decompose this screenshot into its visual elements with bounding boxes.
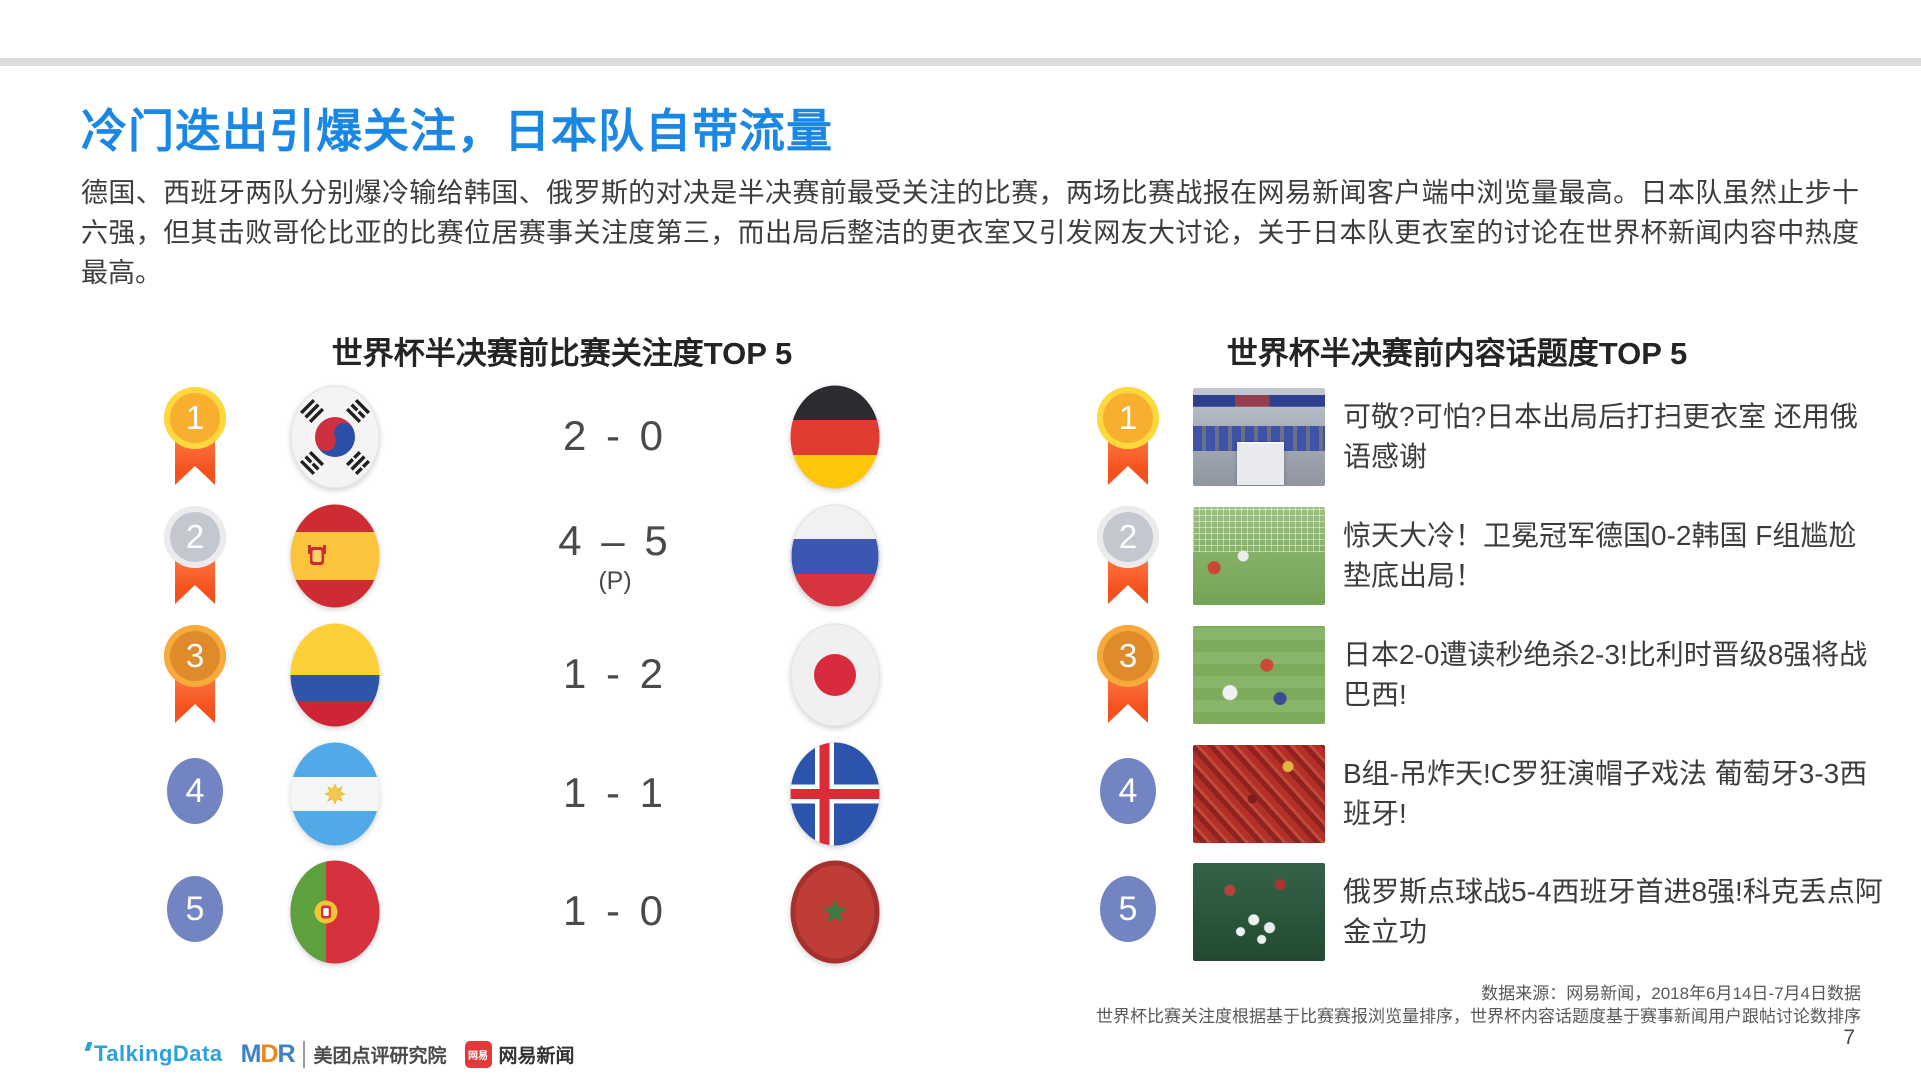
medal-coin-icon: 5 [167,876,223,942]
flag-germany-icon [790,385,880,489]
rank-badge: 4 [158,744,232,860]
page-number: 7 [1843,1026,1855,1049]
medal-coin-icon: 3 [164,625,226,687]
rank-badge: 5 [1091,862,1165,978]
page-gap-divider [0,58,1921,66]
rank-number: 2 [185,518,205,555]
news-thumbnail-goal-upset [1193,507,1325,605]
flag-south-korea-icon [290,385,380,489]
page-title: 冷门迭出引爆关注，日本队自带流量 [81,104,833,157]
score-value: 1 - 0 [562,887,668,934]
rank-badge: 3 [1091,625,1165,741]
medal-coin-icon: 2 [164,506,226,568]
medal-coin-icon: 4 [1100,758,1156,824]
rank-number: 1 [1118,399,1138,436]
rank-badge: 4 [1091,744,1165,860]
score-value: 1 - 1 [562,769,668,816]
rank-badge: 5 [158,862,232,978]
flag-morocco-icon [790,860,880,964]
score-value: 1 - 2 [562,650,668,697]
talkingdata-logo: TalkingData [84,1041,223,1067]
flag-spain-icon [290,504,380,608]
topic-row: 1 可敬?可怕?日本出局后打扫更衣室 还用俄语感谢 [1085,377,1885,497]
rank-number: 3 [1118,637,1138,674]
rank-number: 4 [185,771,205,810]
topic-ranking-title: 世界杯半决赛前内容话题度TOP 5 [1226,335,1688,371]
topic-row: 4 B组-吊炸天!C罗狂演帽子戏法 葡萄牙3-3西班牙! [1085,734,1885,854]
topic-title-text: 日本2-0遭读秒绝杀2-3!比利时晋级8强将战巴西! [1343,639,1868,710]
news-thumbnail-red-crowd [1193,745,1325,843]
topic-title: B组-吊炸天!C罗狂演帽子戏法 葡萄牙3-3西班牙! [1343,734,1883,854]
match-row: 2 4 – 5 (P) [130,496,920,616]
topic-title-text: B组-吊炸天!C罗狂演帽子戏法 葡萄牙3-3西班牙! [1343,758,1868,829]
match-score: 1 - 1 [510,734,720,854]
meituan-dianping-logo: MDR 美团点评研究院 [241,1040,447,1069]
topic-title: 日本2-0遭读秒绝杀2-3!比利时晋级8强将战巴西! [1343,615,1883,735]
rank-number: 4 [1118,771,1138,810]
mdr-letter: D [260,1039,278,1068]
topic-row: 2 惊天大冷！卫冕冠军德国0-2韩国 F组尴尬垫底出局！ [1085,496,1885,616]
flag-portugal-icon [290,860,380,964]
talkingdata-tick-icon [84,1042,93,1051]
rank-number: 5 [185,889,205,928]
news-thumbnail-japan-belgium [1193,626,1325,724]
topic-row: 3 日本2-0遭读秒绝杀2-3!比利时晋级8强将战巴西! [1085,615,1885,735]
data-source-line2: 世界杯比赛关注度根据基于比赛赛报浏览量排序，世界杯内容话题度基于赛事新闻用户跟帖… [1096,1007,1861,1026]
match-score: 2 - 0 [510,377,720,497]
rank-badge: 2 [1091,506,1165,622]
flag-colombia-icon [290,623,380,727]
mdr-letter: R [277,1039,295,1068]
news-thumbnail-celebration [1193,863,1325,961]
footer-logos: TalkingData MDR 美团点评研究院 网易 网易新闻 [84,1038,575,1070]
netease-news-label: 网易新闻 [498,1045,575,1067]
talkingdata-logo-text: TalkingData [94,1041,223,1066]
rank-number: 3 [185,637,205,674]
match-row: 5 1 - 0 [130,852,920,972]
match-score: 1 - 0 [510,852,720,972]
rank-badge: 1 [1091,387,1165,503]
medal-coin-icon: 4 [167,758,223,824]
flag-russia-icon [790,504,880,608]
rank-number: 5 [1118,889,1138,928]
score-value: 4 – 5 [558,516,672,564]
score-note: (P) [598,566,632,595]
data-source-note: 数据来源：网易新闻，2018年6月14日-7月4日数据 世界杯比赛关注度根据基于… [1096,982,1861,1028]
netease-badge-icon: 网易 [464,1040,492,1068]
rank-number: 1 [185,399,205,436]
medal-coin-icon: 1 [164,387,226,449]
meituan-research-label: 美团点评研究院 [302,1040,447,1068]
topic-title-text: 俄罗斯点球战5-4西班牙首进8强!科克丢点阿金立功 [1343,876,1883,947]
rank-badge: 1 [158,387,232,503]
topic-title: 惊天大冷！卫冕冠军德国0-2韩国 F组尴尬垫底出局！ [1343,496,1883,616]
match-score: 1 - 2 [510,615,720,735]
topic-title: 俄罗斯点球战5-4西班牙首进8强!科克丢点阿金立功 [1343,852,1883,972]
attention-ranking-title: 世界杯半决赛前比赛关注度TOP 5 [331,335,793,371]
rank-number: 2 [1118,518,1138,555]
summary-paragraph: 德国、西班牙两队分别爆冷输给韩国、俄罗斯的对决是半决赛前最受关注的比赛，两场比赛… [81,178,1859,288]
match-row: 1 2 - 0 [130,377,920,497]
topic-title-text: 惊天大冷！卫冕冠军德国0-2韩国 F组尴尬垫底出局！ [1343,520,1857,591]
score-value: 2 - 0 [562,412,668,459]
topic-row: 5 俄罗斯点球战5-4西班牙首进8强!科克丢点阿金立功 [1085,852,1885,972]
topic-title-text: 可敬?可怕?日本出局后打扫更衣室 还用俄语感谢 [1343,401,1858,472]
mdr-letter: M [240,1039,262,1068]
topic-title: 可敬?可怕?日本出局后打扫更衣室 还用俄语感谢 [1343,377,1883,497]
rank-badge: 3 [158,625,232,741]
netease-news-logo: 网易 网易新闻 [464,1040,575,1068]
match-score: 4 – 5 (P) [510,496,720,616]
mdr-logo-icon: MDR [240,1039,296,1069]
medal-coin-icon: 3 [1097,625,1159,687]
medal-coin-icon: 1 [1097,387,1159,449]
rank-badge: 2 [158,506,232,622]
data-source-line1: 数据来源：网易新闻，2018年6月14日-7月4日数据 [1481,984,1861,1003]
medal-coin-icon: 5 [1100,876,1156,942]
match-row: 4 1 - 1 [130,734,920,854]
news-thumbnail-locker-room [1193,388,1325,486]
flag-argentina-icon [290,742,380,846]
flag-japan-icon [790,623,880,727]
flag-iceland-icon [790,742,880,846]
medal-coin-icon: 2 [1097,506,1159,568]
match-row: 3 1 - 2 [130,615,920,735]
